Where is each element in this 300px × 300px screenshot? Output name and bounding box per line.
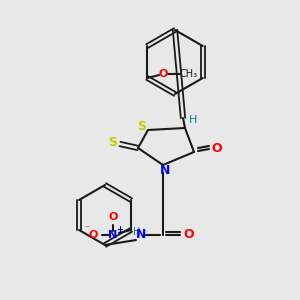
Text: +: + — [116, 226, 124, 235]
Text: ⁻: ⁻ — [84, 224, 89, 234]
Text: O: O — [159, 69, 168, 79]
Text: H: H — [133, 227, 141, 237]
Text: O: O — [88, 230, 98, 240]
Text: S: S — [109, 136, 118, 148]
Text: N: N — [160, 164, 170, 178]
Text: O: O — [184, 227, 194, 241]
Text: O: O — [212, 142, 222, 154]
Text: H: H — [189, 115, 197, 125]
Text: N: N — [108, 230, 118, 240]
Text: O: O — [108, 212, 118, 222]
Text: CH₃: CH₃ — [179, 69, 197, 79]
Text: S: S — [137, 121, 146, 134]
Text: N: N — [136, 229, 146, 242]
